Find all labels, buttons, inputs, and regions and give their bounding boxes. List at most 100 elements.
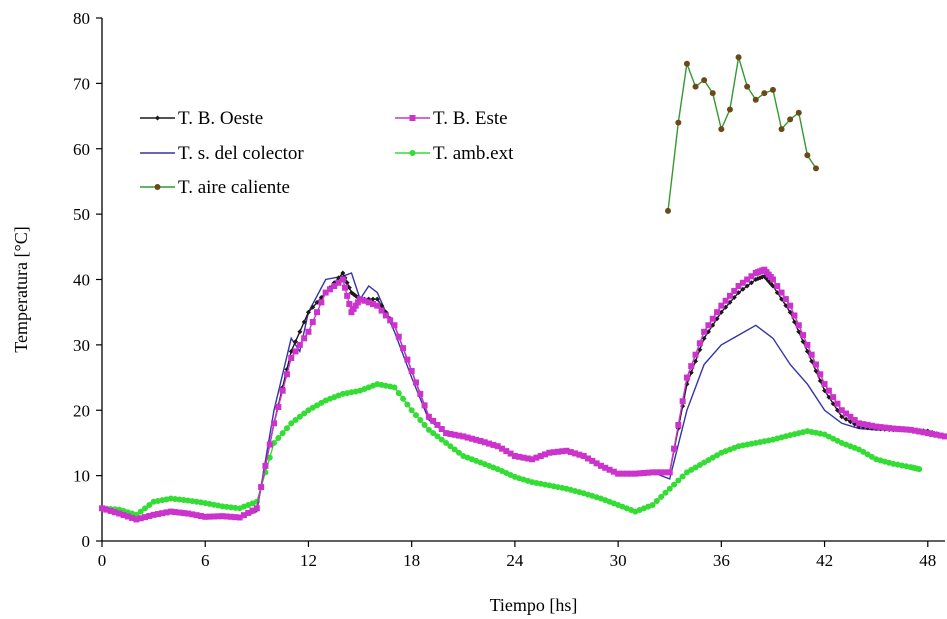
data-point xyxy=(524,455,531,462)
data-point xyxy=(812,165,819,172)
data-point xyxy=(124,513,131,520)
x-tick-label: 24 xyxy=(506,551,524,570)
data-point xyxy=(619,470,626,477)
data-point xyxy=(266,454,273,461)
data-point xyxy=(481,439,488,446)
data-point xyxy=(417,390,424,397)
data-point xyxy=(855,420,862,427)
legend-marker xyxy=(154,184,161,190)
data-point xyxy=(455,432,462,439)
series-1 xyxy=(99,266,947,523)
y-tick-label: 70 xyxy=(73,74,90,93)
data-point xyxy=(275,435,282,442)
data-point xyxy=(726,292,733,299)
data-point xyxy=(718,126,725,133)
y-tick-label: 10 xyxy=(73,467,90,486)
x-axis-title: Tiempo [hs] xyxy=(490,595,578,615)
data-point xyxy=(665,207,672,214)
data-point xyxy=(498,445,505,452)
data-point xyxy=(744,276,751,283)
data-point xyxy=(154,511,161,518)
data-point xyxy=(288,420,295,427)
data-point xyxy=(623,470,630,477)
y-tick-label: 50 xyxy=(73,205,90,224)
data-point xyxy=(812,361,819,368)
data-point xyxy=(382,312,389,319)
data-point xyxy=(662,489,669,496)
data-point xyxy=(791,319,797,325)
data-point xyxy=(346,285,352,291)
legend-item: T. s. del colector xyxy=(140,143,304,164)
data-point xyxy=(305,309,311,315)
data-point xyxy=(924,430,931,437)
data-point xyxy=(843,416,849,422)
data-point xyxy=(649,469,656,476)
data-point xyxy=(245,509,252,516)
data-point xyxy=(748,280,754,286)
data-point xyxy=(116,510,123,517)
series-4 xyxy=(665,54,819,214)
data-point xyxy=(146,502,153,509)
data-point xyxy=(705,329,711,335)
data-point xyxy=(150,511,157,518)
data-point xyxy=(679,473,686,480)
data-point xyxy=(279,387,286,394)
x-tick-label: 18 xyxy=(403,551,420,570)
data-point xyxy=(886,425,893,432)
data-point xyxy=(834,400,841,407)
data-point xyxy=(800,339,806,345)
data-point xyxy=(559,448,566,455)
data-point xyxy=(395,390,402,397)
data-point xyxy=(701,77,708,84)
data-point xyxy=(787,116,794,123)
data-point xyxy=(847,413,854,420)
data-point xyxy=(163,509,170,516)
data-point xyxy=(292,348,299,355)
data-point xyxy=(447,430,454,437)
data-point xyxy=(929,430,936,437)
data-point xyxy=(898,426,905,433)
data-point xyxy=(223,513,230,520)
data-point xyxy=(697,347,703,353)
data-point xyxy=(354,299,361,306)
data-point xyxy=(769,276,776,283)
data-point xyxy=(180,510,187,517)
data-point xyxy=(800,332,807,339)
data-point xyxy=(701,335,707,341)
x-tick-label: 6 xyxy=(201,551,210,570)
data-point xyxy=(215,513,222,520)
data-point xyxy=(301,335,308,342)
data-point xyxy=(722,297,729,304)
data-point xyxy=(240,512,247,519)
data-point xyxy=(696,340,703,347)
data-point xyxy=(804,152,811,159)
data-point xyxy=(271,420,278,427)
data-point xyxy=(653,469,660,476)
data-point xyxy=(645,469,652,476)
data-point xyxy=(529,456,536,463)
data-point xyxy=(197,512,204,519)
data-point xyxy=(464,434,471,441)
data-point xyxy=(253,505,260,512)
legend-label: T. s. del colector xyxy=(178,143,304,164)
data-point xyxy=(185,510,192,517)
data-point xyxy=(283,425,290,432)
data-point xyxy=(839,414,845,420)
y-tick-label: 80 xyxy=(73,9,90,28)
data-point xyxy=(736,290,742,296)
data-point xyxy=(692,351,699,358)
legend-label: T. B. Oeste xyxy=(178,108,263,129)
x-tick-label: 0 xyxy=(98,551,107,570)
data-point xyxy=(490,441,497,448)
data-point xyxy=(103,506,110,513)
data-point xyxy=(120,512,127,519)
data-point xyxy=(159,510,166,517)
data-point xyxy=(671,481,678,488)
data-point xyxy=(817,371,824,378)
legend-label: T. aire caliente xyxy=(178,177,290,198)
data-point xyxy=(675,477,682,484)
data-point xyxy=(296,341,303,348)
data-point xyxy=(412,379,419,386)
data-point xyxy=(266,441,273,448)
data-point xyxy=(740,286,746,292)
